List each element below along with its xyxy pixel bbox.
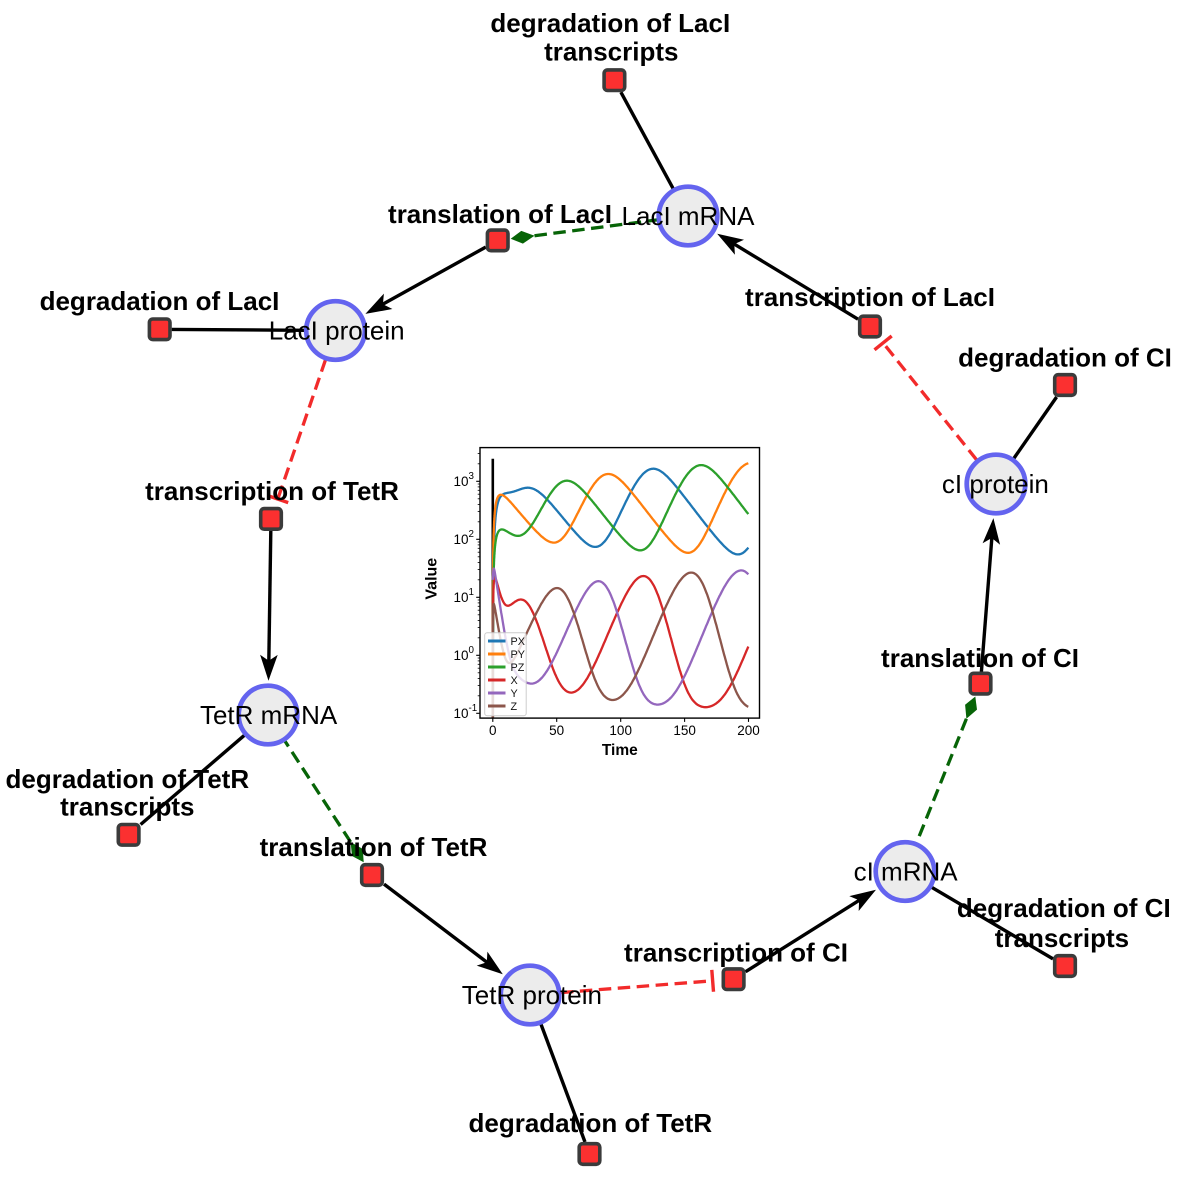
svg-text:PY: PY [511,649,525,661]
svg-text:10: 10 [453,648,468,663]
svg-text:degradation of CI: degradation of CI [958,343,1172,373]
svg-text:1: 1 [469,587,474,598]
svg-text:translation of TetR: translation of TetR [260,832,488,862]
svg-text:0: 0 [489,723,497,738]
svg-text:TetR protein: TetR protein [462,980,602,1010]
svg-text:3: 3 [469,471,475,482]
svg-text:10: 10 [453,706,468,721]
svg-text:PX: PX [511,636,525,648]
svg-text:100: 100 [609,723,632,738]
svg-text:10: 10 [453,532,468,547]
svg-text:2: 2 [469,529,474,540]
svg-text:Time: Time [602,742,638,759]
svg-text:degradation of LacI: degradation of LacI [490,8,730,38]
svg-text:transcription of TetR: transcription of TetR [145,476,399,506]
svg-text:translation of LacI: translation of LacI [388,199,612,229]
svg-text:degradation of TetR: degradation of TetR [468,1108,712,1138]
svg-text:LacI mRNA: LacI mRNA [622,201,756,231]
svg-text:X: X [511,675,518,687]
svg-text:TetR mRNA: TetR mRNA [200,700,338,730]
svg-text:degradation of CI: degradation of CI [957,893,1171,923]
svg-text:degradation of LacI: degradation of LacI [40,286,280,316]
svg-text:transcripts: transcripts [60,792,194,822]
svg-text:transcription of LacI: transcription of LacI [745,282,995,312]
svg-text:150: 150 [673,723,696,738]
svg-text:10: 10 [453,590,468,605]
svg-text:Value: Value [423,558,440,600]
svg-text:50: 50 [549,723,564,738]
svg-text:PZ: PZ [511,662,525,674]
svg-text:200: 200 [737,723,760,738]
svg-text:Z: Z [511,701,518,713]
svg-text:transcripts: transcripts [544,37,678,67]
svg-text:degradation of TetR: degradation of TetR [5,764,249,794]
svg-text:LacI protein: LacI protein [269,316,405,346]
svg-text:-1: -1 [469,703,478,714]
svg-text:Y: Y [511,688,518,700]
svg-text:transcripts: transcripts [995,923,1129,953]
svg-text:cI mRNA: cI mRNA [854,857,959,887]
svg-text:transcription of CI: transcription of CI [624,938,848,968]
svg-text:translation of CI: translation of CI [881,643,1079,673]
svg-text:10: 10 [453,474,468,489]
svg-text:0: 0 [469,645,475,656]
svg-text:cI protein: cI protein [942,469,1049,499]
